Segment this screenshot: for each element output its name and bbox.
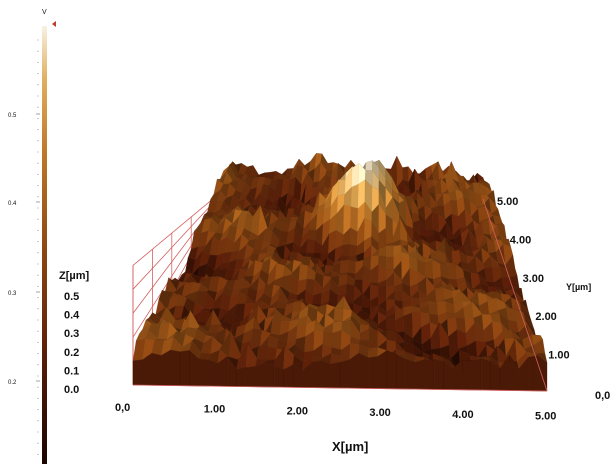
surface-skirt [245,366,256,387]
z-tick-label: 0.3 [64,328,79,340]
surface-facet [365,160,373,171]
front-edge [132,384,548,392]
y-tick-label: 0,0 [595,390,610,402]
surface-facet [306,238,316,254]
surface-facet [298,264,309,282]
surface-skirt [198,358,209,387]
surface-skirt [462,359,472,391]
surface-facet [402,166,409,183]
colorbar-marker-icon [52,21,56,27]
x-tick-label: 4.00 [452,409,473,421]
colorbar-tick-label: 0.3 [8,291,17,297]
surface-facet [347,259,356,275]
surface-facet [385,245,394,258]
surface-skirt [368,356,378,389]
surface-skirt [132,359,143,386]
y-axis-label: Y[µm] [566,282,591,292]
x-tick-label: 2.00 [287,405,308,417]
surface-facet [447,263,457,280]
z-tick-label: 0.4 [64,310,80,322]
z-axis-label: Z[µm] [59,270,90,282]
surface-skirt [433,359,444,390]
surface-facet [385,256,395,270]
surface-facet [337,179,346,196]
surface-skirt [208,359,218,387]
y-tick-label: 4.00 [510,234,531,246]
colorbar-tick-label: 0.2 [8,380,17,386]
surface-facet [292,301,303,313]
colorbar-unit: V [42,9,47,16]
surface-skirt [339,359,350,389]
x-tick-label: 1.00 [204,404,225,416]
surface-skirt [528,355,538,392]
y-tick-label: 5.00 [497,196,518,208]
surface-facet [326,162,334,172]
surface-skirt [471,358,482,391]
surface-skirt [358,352,369,389]
right-edge [482,198,548,392]
y-tick-label: 1.00 [548,350,569,362]
surface-skirt [264,362,275,388]
surface-skirt [396,354,407,390]
z-tick-label: 0.0 [64,384,79,396]
surface-facet [266,346,278,361]
surface-skirt [415,359,425,390]
y-tick-label: 2.00 [535,311,556,323]
surface-skirt [480,358,491,391]
surface-skirt [330,362,341,389]
surface-skirt [161,349,171,386]
colorbar-tick-label: 0.5 [8,113,17,119]
x-tick-label: 5.00 [535,411,556,423]
surface-skirt [151,353,162,386]
colorbar-gradient [42,26,47,464]
surface-skirt [386,350,397,389]
surface-facet [270,319,282,336]
surface-facet [349,244,358,257]
surface-facet [256,346,268,361]
surface-skirt [179,350,190,386]
y-tick-label: 3.00 [523,273,544,285]
surface-skirt [311,360,322,388]
surface-skirt [424,359,435,390]
z-tick-label: 0.1 [64,365,79,377]
surface-facet [341,244,351,257]
surface-skirt [255,362,265,388]
x-axis-label: X[µm] [332,439,368,454]
surface-mesh [132,152,548,392]
axis-labels: Z[µm] Y[µm] X[µm] [59,270,591,454]
surface-skirt [236,367,247,387]
surface-skirt [377,350,388,389]
colorbar: V 0.5 0.4 0.3 0.2 [8,9,56,464]
z-tick-label: 0.2 [64,347,79,359]
x-tick-label: 3.00 [369,407,390,419]
surface-skirt [170,349,181,386]
surface-facet [350,206,359,233]
surface-skirt [321,360,331,389]
surface-facet [307,229,317,241]
surface-facet [331,330,342,351]
plot-frame-front [132,198,548,392]
surface-skirt [273,365,284,388]
surface-facet [424,259,434,280]
surface-facet [394,290,403,302]
z-tick-label: 0.5 [64,291,79,303]
colorbar-tick-label: 0.4 [8,201,17,207]
axis-ticks: 0,0 1.00 2.00 3.00 4.00 5.00 1.00 2.00 3.00 4.00 5… [64,196,610,423]
surface-facet [333,307,344,323]
surface-skirt [405,358,416,390]
x-tick-label: 0,0 [115,402,130,414]
surface-facet [350,184,359,209]
